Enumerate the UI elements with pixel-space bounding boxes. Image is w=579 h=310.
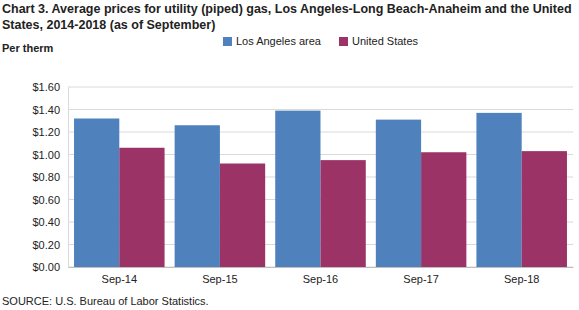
bar xyxy=(119,148,164,267)
y-tick-label: $1.60 xyxy=(32,81,60,93)
bar xyxy=(421,152,466,267)
y-tick-label: $1.00 xyxy=(32,149,60,161)
y-tick: $1.20 xyxy=(32,126,68,138)
bar xyxy=(74,119,119,268)
bars xyxy=(74,111,567,267)
bar xyxy=(321,160,366,267)
bar xyxy=(275,111,320,267)
x-tick-label: Sep-18 xyxy=(504,273,539,285)
grid-line xyxy=(68,109,573,110)
x-tick: Sep-14 xyxy=(102,267,137,285)
x-tick: Sep-16 xyxy=(303,267,338,285)
legend: Los Angeles area United States xyxy=(223,35,419,47)
legend-item: Los Angeles area xyxy=(223,35,322,47)
legend-item: United States xyxy=(339,35,419,47)
y-axis-line xyxy=(68,88,69,268)
title: Chart 3. Average prices for utility (pip… xyxy=(2,2,572,32)
bar xyxy=(220,164,265,268)
y-tick-label: $0.80 xyxy=(32,171,60,183)
chart: Chart 3. Average prices for utility (pip… xyxy=(0,0,579,310)
grid-line xyxy=(68,87,573,88)
y-tick: $0.20 xyxy=(32,239,68,251)
legend-label: Los Angeles area xyxy=(236,35,322,47)
legend-swatch xyxy=(339,37,348,46)
x-axis-line xyxy=(69,267,574,268)
y-tick-label: $0.20 xyxy=(32,239,60,251)
grid xyxy=(68,87,573,267)
legend-swatch xyxy=(223,37,232,46)
x-tick-label: Sep-14 xyxy=(102,273,137,285)
x-tick: Sep-15 xyxy=(202,267,237,285)
y-tick: $0.60 xyxy=(32,194,68,206)
x-tick-label: Sep-15 xyxy=(202,273,237,285)
bar xyxy=(522,151,567,267)
x-axis: Sep-14 Sep-15 Sep-16 Sep-17 Sep-18 xyxy=(69,267,574,285)
x-tick-label: Sep-17 xyxy=(403,273,438,285)
y-tick-label: $1.40 xyxy=(32,104,60,116)
x-tick: Sep-18 xyxy=(504,267,539,285)
y-tick: $1.60 xyxy=(32,81,68,93)
source: SOURCE: U.S. Bureau of Labor Statistics. xyxy=(2,295,209,307)
y-tick-label: $1.20 xyxy=(32,126,60,138)
bar xyxy=(175,125,220,267)
y-tick: $0.40 xyxy=(32,216,68,228)
y-axis-title: Per therm xyxy=(2,42,54,54)
y-axis: $0.00 $0.20 $0.40 $0.60 $0.80 $1.00 $1.20 $1.40… xyxy=(32,81,68,273)
y-tick-label: $0.60 xyxy=(32,194,60,206)
y-tick: $1.00 xyxy=(32,149,68,161)
bar xyxy=(476,113,521,267)
x-tick-label: Sep-16 xyxy=(303,273,338,285)
x-tick: Sep-17 xyxy=(403,267,438,285)
y-tick-label: $0.40 xyxy=(32,216,60,228)
y-tick-label: $0.00 xyxy=(32,261,60,273)
y-tick: $0.00 xyxy=(32,261,68,273)
y-tick: $1.40 xyxy=(32,104,68,116)
bar xyxy=(376,120,421,267)
legend-label: United States xyxy=(352,35,419,47)
y-tick: $0.80 xyxy=(32,171,68,183)
